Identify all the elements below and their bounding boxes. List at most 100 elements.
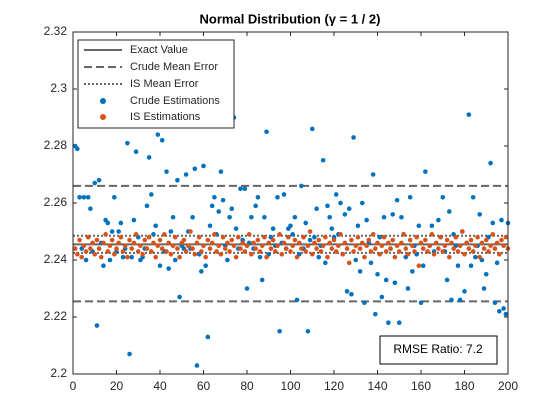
point	[499, 217, 504, 223]
point	[146, 234, 152, 240]
point	[244, 243, 250, 249]
point	[199, 249, 204, 254]
point	[470, 195, 476, 200]
point	[196, 234, 202, 240]
point	[103, 232, 108, 237]
x-tick-label: 80	[240, 379, 254, 393]
x-tick-label: 120	[324, 379, 344, 393]
point	[125, 140, 130, 146]
point	[129, 254, 135, 260]
point	[238, 186, 243, 192]
point	[329, 246, 335, 251]
point	[477, 212, 483, 217]
point	[379, 243, 385, 249]
point	[149, 192, 154, 197]
point	[181, 237, 187, 243]
point	[233, 254, 239, 260]
point	[301, 234, 306, 240]
point	[77, 237, 82, 243]
point	[168, 252, 174, 257]
point	[164, 169, 169, 174]
point	[129, 246, 135, 251]
point	[157, 263, 163, 269]
point	[499, 237, 504, 243]
point	[277, 232, 282, 237]
point	[492, 300, 498, 306]
point	[351, 135, 356, 140]
point	[177, 254, 182, 260]
chart-title: Normal Distribution (γ = 1 / 2)	[200, 11, 381, 26]
point	[362, 254, 367, 260]
point	[166, 266, 171, 271]
point	[109, 229, 115, 234]
point	[453, 234, 459, 240]
point	[209, 203, 215, 209]
point	[375, 271, 380, 277]
point	[286, 234, 291, 240]
point	[394, 197, 400, 203]
point	[318, 249, 324, 254]
point	[275, 243, 280, 249]
point	[101, 263, 106, 269]
point	[120, 254, 126, 260]
point	[277, 328, 282, 334]
point	[492, 246, 498, 251]
point	[94, 323, 100, 328]
point	[88, 206, 93, 211]
point	[75, 146, 80, 152]
point	[390, 237, 396, 243]
point	[446, 254, 452, 260]
point	[153, 223, 158, 229]
point	[501, 243, 506, 249]
point	[309, 252, 315, 257]
point	[314, 246, 319, 251]
point	[377, 234, 382, 240]
point	[194, 363, 200, 368]
point	[396, 249, 402, 254]
point	[107, 243, 113, 249]
axes-box	[72, 31, 509, 375]
point	[255, 195, 261, 200]
point	[483, 271, 489, 277]
point	[96, 246, 102, 251]
point	[138, 243, 143, 249]
point	[423, 169, 428, 174]
point	[379, 294, 385, 300]
point	[155, 132, 161, 137]
point	[346, 260, 352, 266]
legend-label: Crude Mean Error	[130, 61, 218, 73]
point	[83, 257, 89, 263]
point	[112, 252, 117, 257]
point	[140, 252, 145, 257]
point	[81, 243, 87, 249]
point	[357, 246, 363, 251]
point	[192, 252, 198, 257]
point	[349, 237, 354, 243]
point	[416, 223, 422, 229]
annotation: RMSE Ratio: 7.2	[393, 342, 483, 356]
point	[342, 212, 348, 217]
point	[305, 243, 311, 249]
point	[159, 246, 165, 251]
point	[503, 311, 509, 317]
point	[425, 249, 430, 254]
point	[353, 243, 359, 249]
point	[446, 209, 452, 214]
point	[403, 246, 409, 251]
point	[96, 177, 102, 183]
point	[338, 232, 343, 237]
point	[299, 183, 304, 189]
point	[440, 249, 446, 254]
point	[373, 311, 378, 317]
point	[105, 220, 111, 226]
point	[242, 249, 248, 254]
point	[364, 217, 369, 223]
point	[462, 289, 467, 294]
point	[503, 234, 509, 240]
point	[429, 232, 435, 237]
point	[479, 240, 485, 246]
point	[101, 240, 106, 246]
point	[423, 237, 428, 243]
point	[225, 240, 230, 246]
point	[370, 172, 376, 177]
